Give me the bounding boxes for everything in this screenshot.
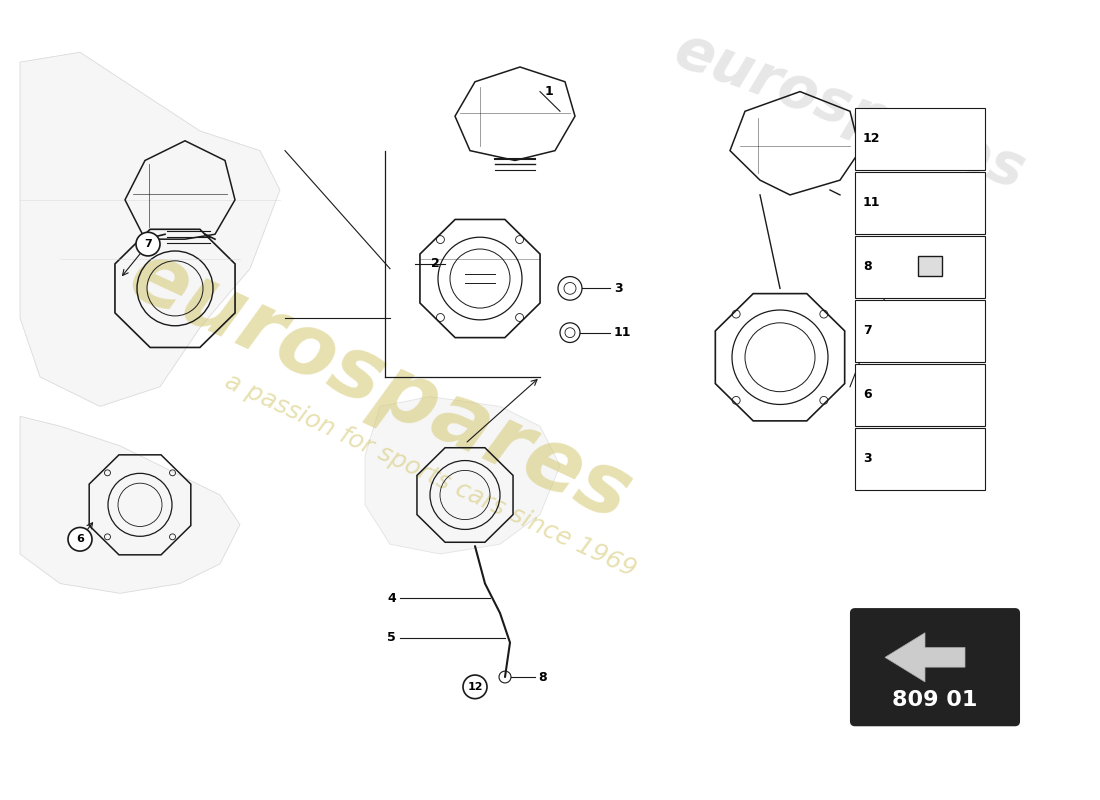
Text: 809 01: 809 01	[892, 690, 978, 710]
FancyBboxPatch shape	[855, 172, 984, 234]
FancyBboxPatch shape	[855, 428, 984, 490]
Text: 5: 5	[387, 631, 396, 644]
Polygon shape	[20, 52, 281, 406]
FancyBboxPatch shape	[855, 236, 984, 298]
Text: 8: 8	[538, 670, 547, 683]
Text: 4: 4	[387, 592, 396, 605]
Text: 3: 3	[614, 282, 623, 295]
Text: 6: 6	[864, 388, 871, 401]
Text: 2: 2	[431, 258, 440, 270]
Polygon shape	[886, 633, 965, 682]
Text: 6: 6	[76, 534, 84, 544]
Text: 9: 9	[904, 139, 913, 152]
FancyBboxPatch shape	[855, 364, 984, 426]
Text: 10: 10	[870, 390, 888, 403]
FancyBboxPatch shape	[855, 108, 984, 170]
Text: 1: 1	[544, 85, 553, 98]
Text: 7: 7	[864, 324, 871, 337]
Text: 11: 11	[864, 196, 880, 209]
Text: 12: 12	[864, 132, 880, 145]
FancyBboxPatch shape	[855, 300, 984, 362]
Text: 11: 11	[614, 326, 631, 339]
Text: eurospares: eurospares	[667, 22, 1033, 201]
Text: a passion for sports cars since 1969: a passion for sports cars since 1969	[221, 369, 639, 582]
Text: eurospares: eurospares	[116, 234, 645, 539]
Polygon shape	[365, 397, 560, 554]
FancyBboxPatch shape	[918, 256, 942, 276]
Text: 3: 3	[864, 451, 871, 465]
Circle shape	[68, 527, 92, 551]
Circle shape	[463, 675, 487, 698]
FancyBboxPatch shape	[851, 609, 1019, 726]
Text: 12: 12	[468, 682, 483, 692]
Text: 8: 8	[864, 260, 871, 273]
Circle shape	[136, 232, 160, 256]
Polygon shape	[20, 416, 240, 594]
Text: 7: 7	[144, 239, 152, 249]
